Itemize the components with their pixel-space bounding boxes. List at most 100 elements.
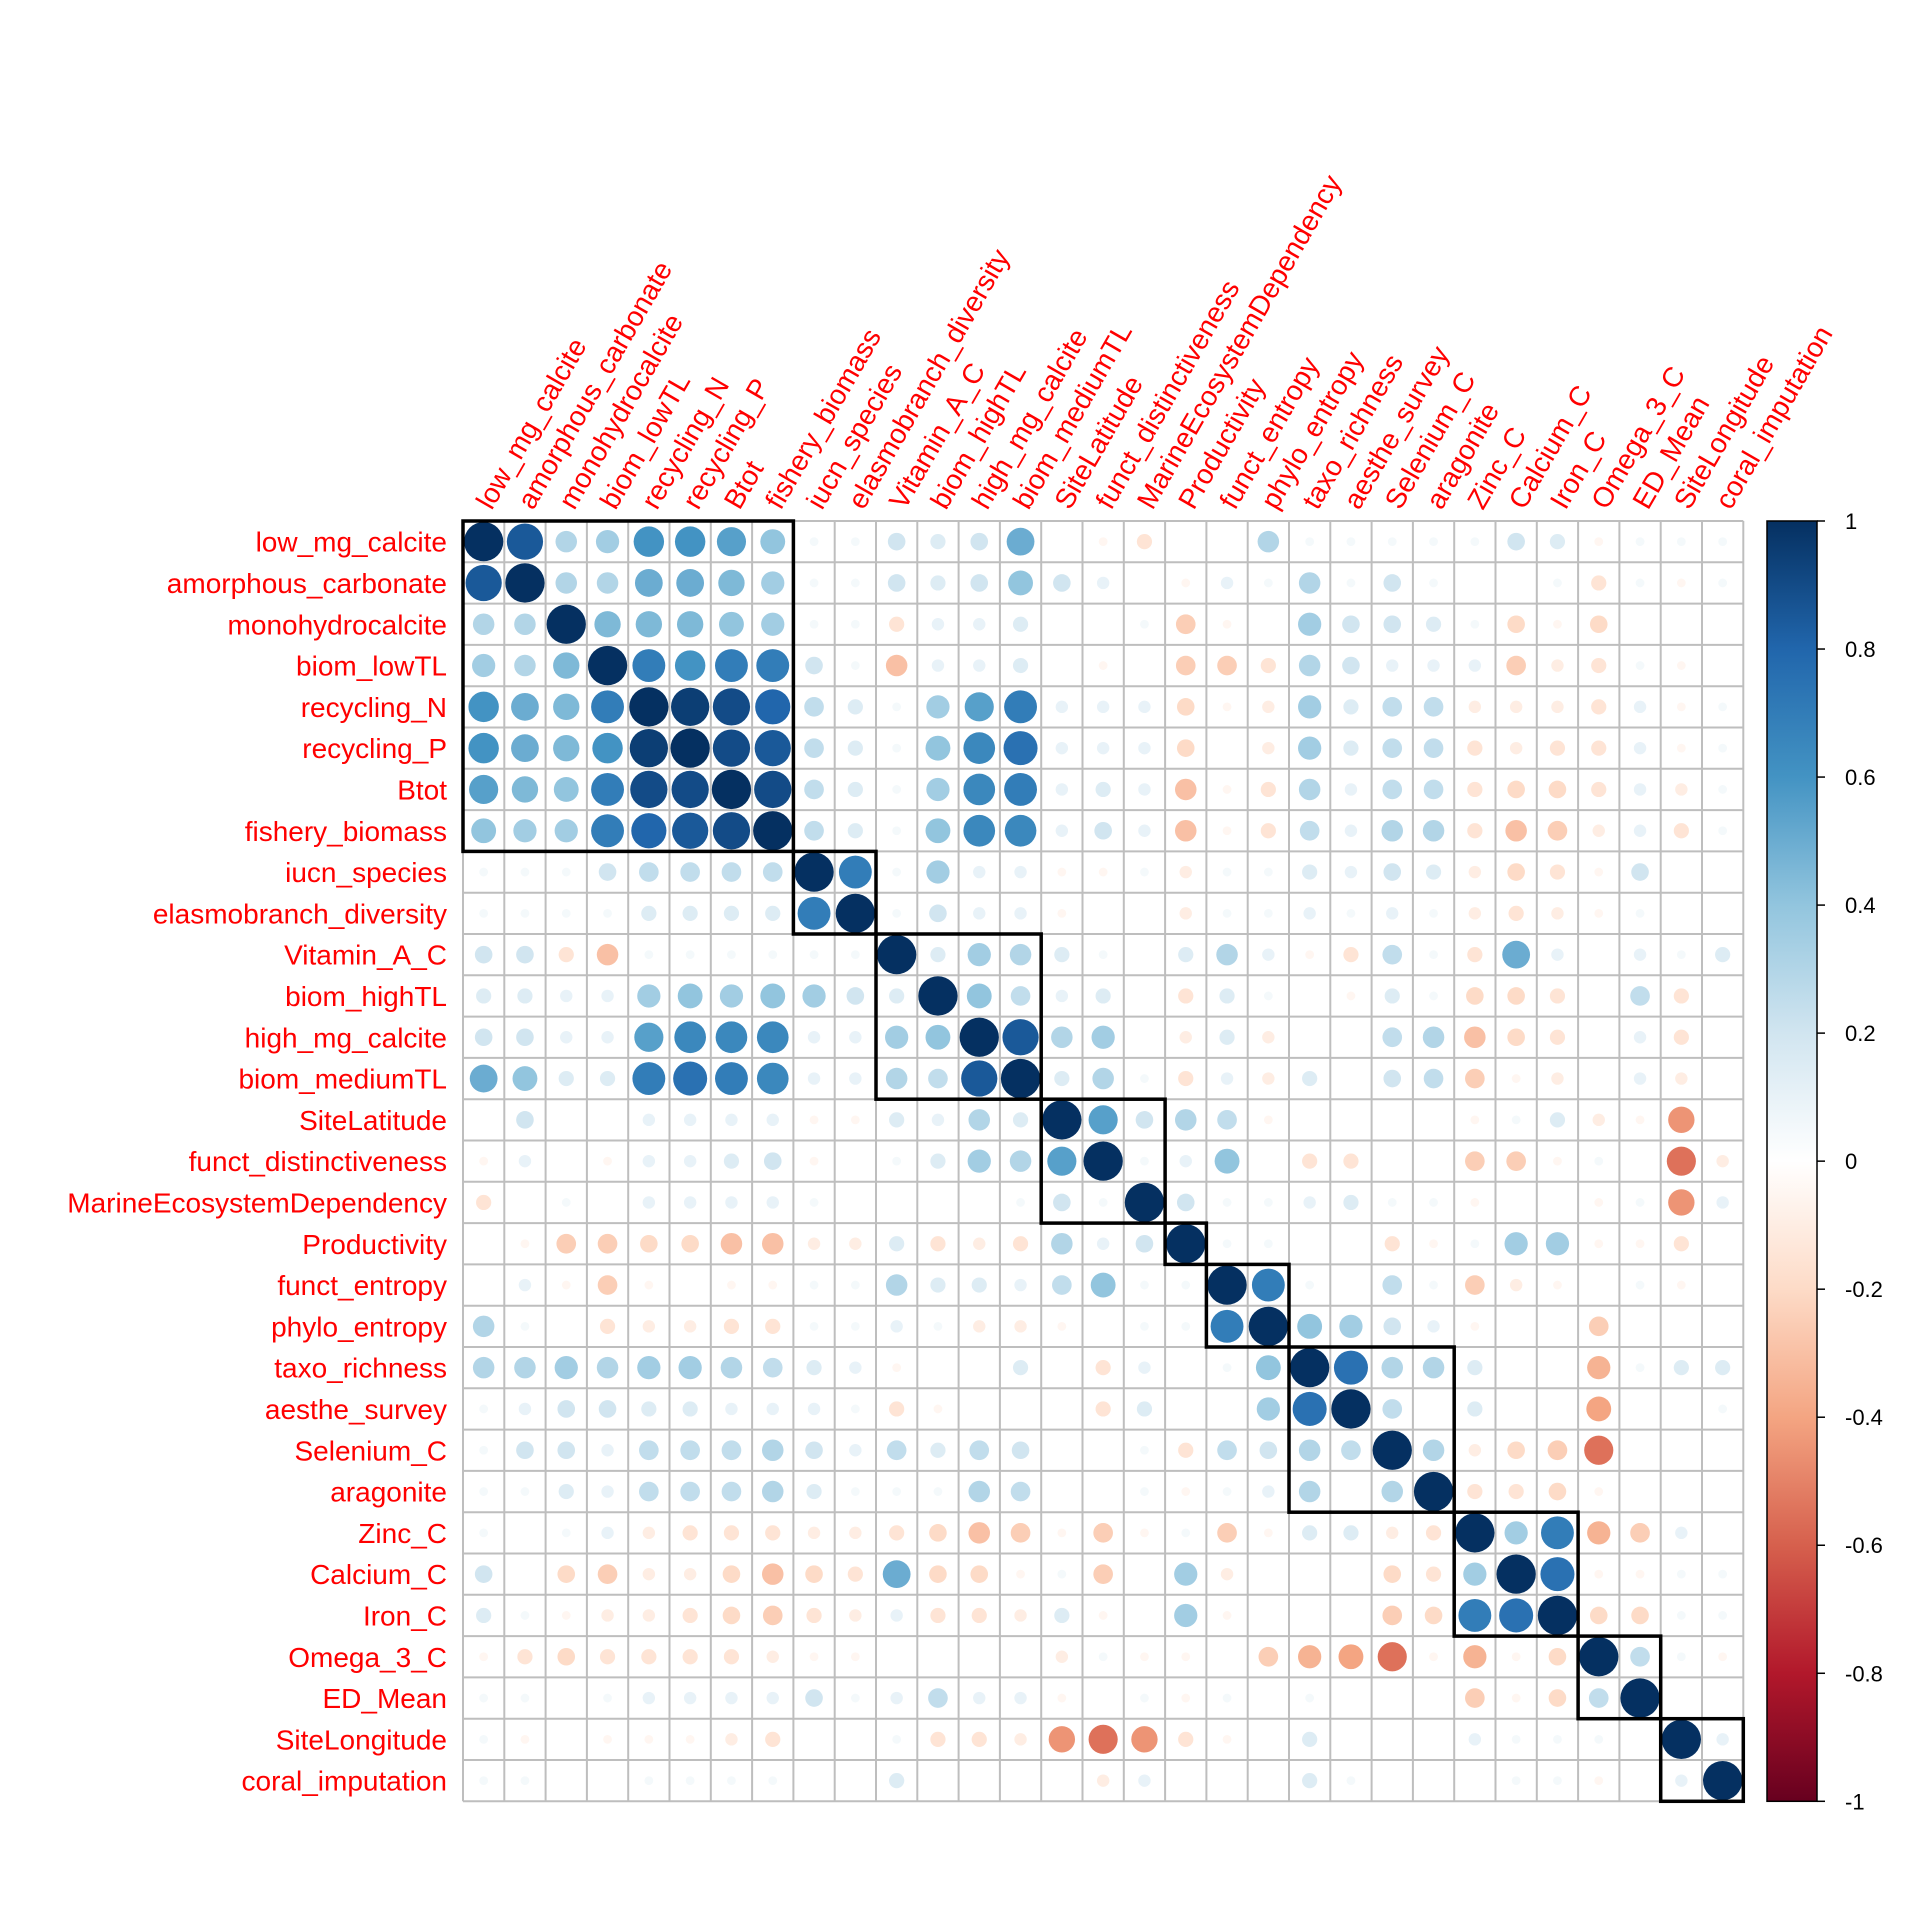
colorbar-tick-label: -0.4 <box>1845 1405 1883 1430</box>
corr-circle-MarineEcosystemDependency-Zinc_C <box>1470 1198 1480 1207</box>
corr-circle-recycling_P-biom_lowTL <box>592 732 623 764</box>
corr-circle-Zinc_C-recycling_N <box>642 1526 656 1540</box>
corr-circle-Productivity-Iron_C <box>1545 1232 1570 1256</box>
corr-circle-funct_entropy-Iron_C <box>1553 1280 1562 1290</box>
corr-circle-Omega_3_C-Omega_3_C <box>1579 1637 1619 1677</box>
row-label: taxo_richness <box>274 1353 447 1384</box>
corr-circle-biom_mediumTL-SiteLongitude <box>1675 1072 1688 1085</box>
row-label: biom_highTL <box>285 981 447 1012</box>
corr-circle-MarineEcosystemDependency-aragonite <box>1429 1198 1438 1207</box>
row-label: ED_Mean <box>322 1683 447 1714</box>
corr-circle-SiteLatitude-fishery_biomass <box>766 1113 779 1127</box>
colorbar-tick-label: 0.2 <box>1845 1021 1876 1046</box>
corr-circle-biom_lowTL-aesthe_survey <box>1342 656 1360 675</box>
corr-circle-fishery_biomass-ED_Mean <box>1633 824 1647 837</box>
corr-circle-coral_imputation-Vitamin_A_C <box>889 1773 905 1789</box>
corr-circle-Btot-Omega_3_C <box>1591 781 1607 798</box>
corr-circle-recycling_N-low_mg_calcite <box>468 691 499 723</box>
corr-circle-ED_Mean-MarineEcosystemDependency <box>1140 1693 1149 1703</box>
corr-circle-Iron_C-Selenium_C <box>1382 1605 1403 1626</box>
row-label: recycling_N <box>301 692 447 723</box>
corr-circle-biom_mediumTL-Zinc_C <box>1465 1068 1485 1089</box>
corr-circle-Omega_3_C-Zinc_C <box>1463 1645 1487 1669</box>
corr-circle-Zinc_C-biom_lowTL <box>601 1526 614 1540</box>
corr-circle-amorphous_carbonate-amorphous_carbonate <box>505 563 545 603</box>
corr-circle-elasmobranch_diversity-Vitamin_A_C <box>892 908 902 918</box>
corr-circle-Calcium_C-high_mg_calcite <box>970 1565 989 1583</box>
corr-circle-Zinc_C-phylo_entropy <box>1263 1528 1273 1538</box>
corr-circle-monohydrocalcite-aesthe_survey <box>1342 615 1360 634</box>
corr-circle-Selenium_C-Btot <box>721 1440 742 1461</box>
corr-circle-aragonite-Calcium_C <box>1508 1483 1524 1500</box>
corr-circle-iucn_species-Vitamin_A_C <box>892 867 902 877</box>
corr-circle-Btot-biom_highTL <box>926 777 950 802</box>
corr-circle-taxo_richness-recycling_N <box>637 1356 661 1380</box>
corr-circle-amorphous_carbonate-coral_imputation <box>1718 578 1728 588</box>
corr-circle-Zinc_C-SiteLatitude <box>1057 1528 1067 1538</box>
corr-circle-recycling_N-Calcium_C <box>1509 700 1523 714</box>
corr-circle-high_mg_calcite-Iron_C <box>1549 1029 1566 1045</box>
corr-circle-phylo_entropy-low_mg_calcite <box>472 1315 495 1338</box>
corr-circle-SiteLatitude-high_mg_calcite <box>968 1109 991 1131</box>
corr-circle-funct_entropy-funct_distinctiveness <box>1090 1272 1116 1298</box>
corr-circle-monohydrocalcite-fishery_biomass <box>761 612 785 636</box>
corr-circle-Productivity-high_mg_calcite <box>973 1237 986 1250</box>
corr-circle-elasmobranch_diversity-Iron_C <box>1551 907 1564 920</box>
corr-circle-Zinc_C-biom_highTL <box>929 1524 947 1542</box>
corr-circle-Btot-taxo_richness <box>1298 778 1321 801</box>
corr-circle-funct_distinctiveness-aesthe_survey <box>1343 1153 1359 1169</box>
corr-circle-iucn_species-Calcium_C <box>1507 863 1525 881</box>
corr-circle-Vitamin_A_C-coral_imputation <box>1715 947 1731 963</box>
corr-circle-Calcium_C-Productivity <box>1174 1562 1198 1586</box>
corr-circle-fishery_biomass-recycling_P <box>672 812 709 849</box>
row-label: low_mg_calcite <box>256 527 447 558</box>
corr-circle-funct_distinctiveness-biom_mediumTL <box>1009 1150 1032 1172</box>
corr-circle-recycling_P-funct_distinctiveness <box>1096 741 1110 755</box>
corr-circle-biom_highTL-fishery_biomass <box>760 983 786 1009</box>
corr-circle-SiteLatitude-Iron_C <box>1549 1112 1566 1128</box>
corr-circle-Zinc_C-monohydrocalcite <box>561 1528 571 1538</box>
corr-circle-high_mg_calcite-funct_distinctiveness <box>1091 1025 1115 1049</box>
corr-circle-low_mg_calcite-funct_distinctiveness <box>1098 537 1108 547</box>
corr-circle-phylo_entropy-recycling_P <box>683 1320 697 1333</box>
corr-circle-Vitamin_A_C-aesthe_survey <box>1343 947 1359 963</box>
corr-circle-biom_highTL-iucn_species <box>802 984 826 1008</box>
corr-circle-Selenium_C-aragonite <box>1422 1439 1445 1462</box>
corr-circle-recycling_N-fishery_biomass <box>755 689 791 725</box>
colorbar-tick-label: 0.4 <box>1845 893 1876 918</box>
corr-circle-fishery_biomass-SiteLatitude <box>1055 824 1069 837</box>
corr-circle-MarineEcosystemDependency-coral_imputation <box>1716 1196 1729 1209</box>
corr-circle-iucn_species-iucn_species <box>794 852 834 892</box>
corr-circle-low_mg_calcite-biom_mediumTL <box>1006 527 1035 556</box>
corr-circle-Iron_C-high_mg_calcite <box>971 1607 987 1624</box>
corr-circle-SiteLongitude-biom_lowTL <box>603 1734 612 1744</box>
corr-circle-Vitamin_A_C-Calcium_C <box>1502 940 1531 969</box>
corr-circle-amorphous_carbonate-high_mg_calcite <box>970 574 989 592</box>
corr-circle-Iron_C-SiteLatitude <box>1054 1607 1070 1624</box>
corr-circle-funct_distinctiveness-MarineEcosystemDependency <box>1140 1156 1149 1166</box>
corr-circle-biom_mediumTL-iucn_species <box>807 1072 821 1085</box>
corr-circle-MarineEcosystemDependency-Omega_3_C <box>1594 1198 1604 1207</box>
corr-circle-aesthe_survey-coral_imputation <box>1718 1404 1728 1414</box>
corr-circle-Productivity-biom_highTL <box>930 1236 946 1252</box>
corr-circle-biom_lowTL-biom_lowTL <box>587 645 628 686</box>
corr-circle-taxo_richness-elasmobranch_diversity <box>849 1361 862 1374</box>
corr-circle-coral_imputation-recycling_N <box>644 1776 654 1786</box>
corr-circle-amorphous_carbonate-Iron_C <box>1553 578 1562 588</box>
corr-circle-ED_Mean-Vitamin_A_C <box>890 1691 903 1705</box>
corr-circle-Vitamin_A_C-aragonite <box>1429 950 1438 960</box>
corr-circle-aragonite-biom_highTL <box>933 1487 943 1496</box>
corr-circle-fishery_biomass-Productivity <box>1174 819 1197 842</box>
corr-circle-taxo_richness-amorphous_carbonate <box>514 1356 536 1379</box>
corr-circle-biom_lowTL-aragonite <box>1427 659 1440 672</box>
row-label: Zinc_C <box>358 1518 447 1549</box>
corr-circle-coral_imputation-SiteLongitude <box>1675 1774 1688 1787</box>
corr-circle-iucn_species-aesthe_survey <box>1344 865 1358 879</box>
corr-circle-funct_distinctiveness-biom_lowTL <box>603 1156 612 1166</box>
corr-circle-funct_entropy-monohydrocalcite <box>561 1280 571 1290</box>
corr-circle-amorphous_carbonate-funct_distinctiveness <box>1096 576 1110 590</box>
corr-circle-Productivity-Productivity <box>1166 1224 1206 1264</box>
corr-circle-Productivity-recycling_P <box>681 1234 699 1253</box>
corr-circle-biom_mediumTL-Btot <box>715 1062 748 1095</box>
corr-circle-Omega_3_C-Selenium_C <box>1377 1642 1407 1672</box>
